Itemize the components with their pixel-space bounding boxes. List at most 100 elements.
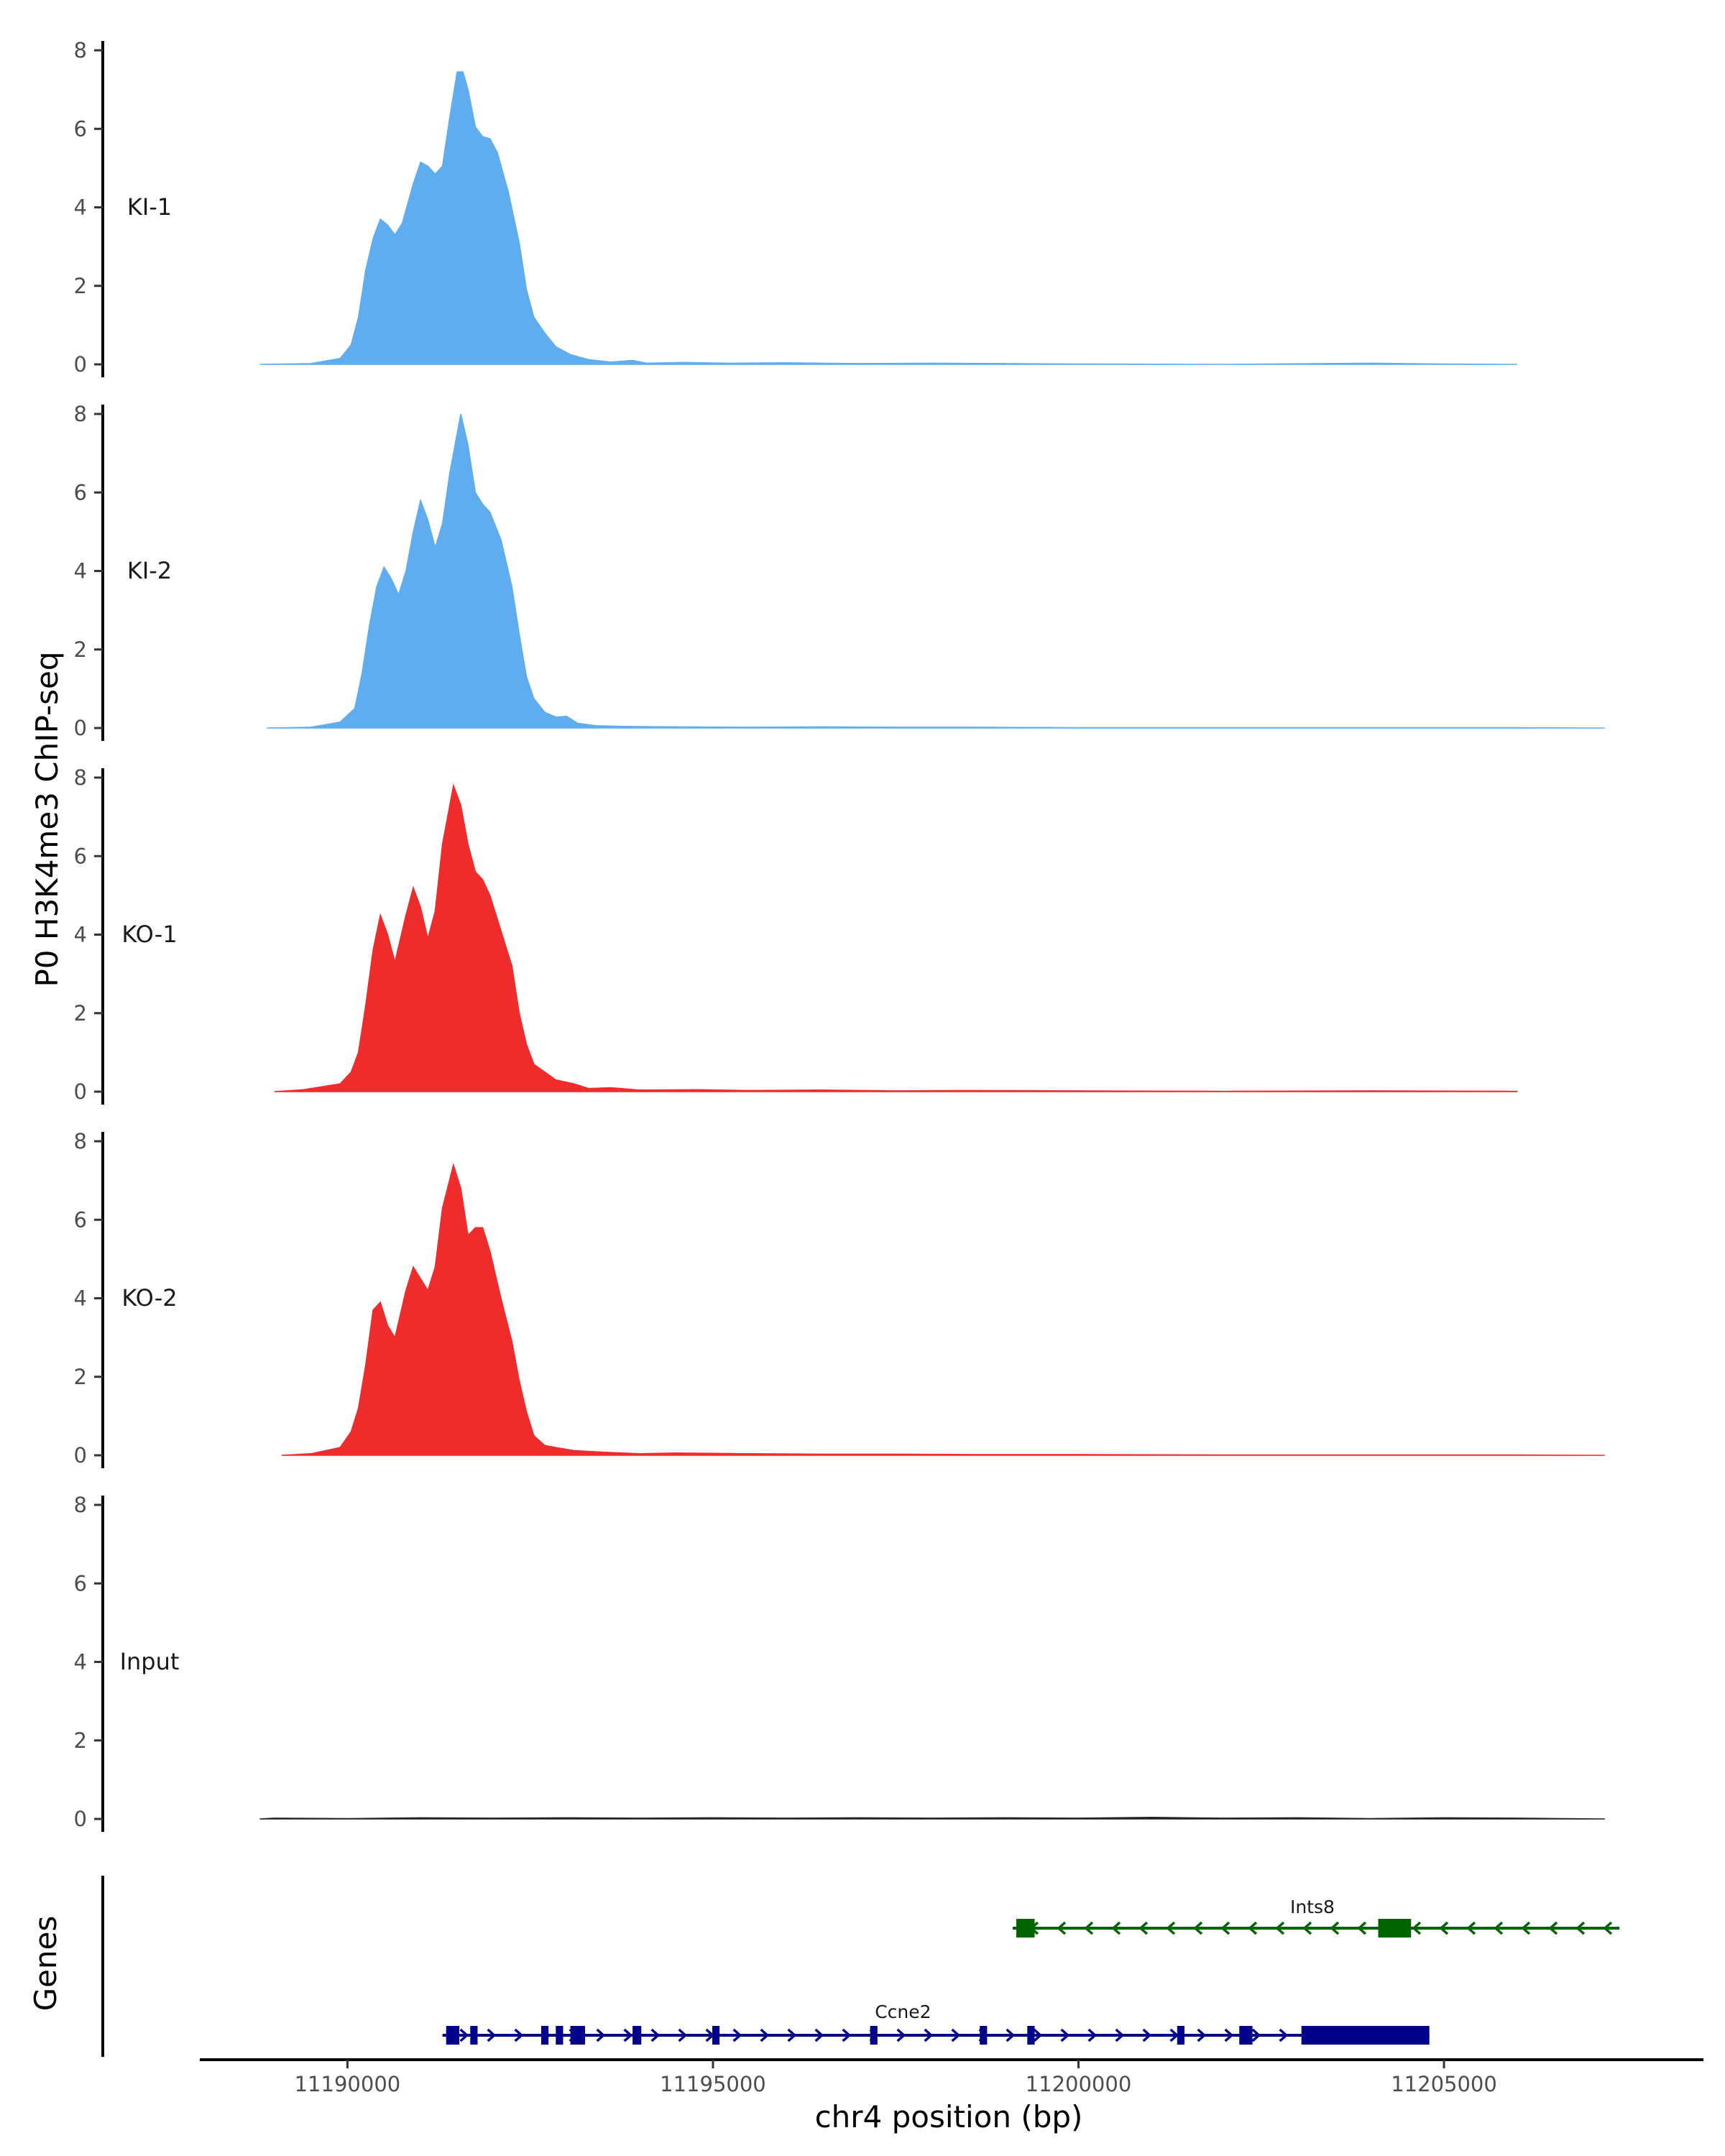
coverage-area-ki-1 <box>259 71 1517 365</box>
strand-arrow <box>814 2028 824 2042</box>
strand-arrow <box>842 2028 852 2042</box>
y-tick-label: 6 <box>74 1207 87 1232</box>
coverage-area-ko-2 <box>281 1163 1605 1456</box>
strand-arrow <box>650 2028 661 2042</box>
strand-arrow <box>1057 1921 1067 1935</box>
y-tick-label: 8 <box>74 765 87 790</box>
y-tick-label: 2 <box>74 1728 87 1753</box>
track-label: KO-1 <box>121 921 177 948</box>
y-tick-label: 2 <box>74 1365 87 1389</box>
strand-arrow <box>1111 1921 1121 1935</box>
strand-arrow <box>732 2028 742 2042</box>
strand-arrow <box>1084 1921 1094 1935</box>
exon-block <box>980 2026 988 2045</box>
track-panel-input: 0 2 4 6 8 Input <box>74 1493 1605 1832</box>
y-tick-label: 8 <box>74 38 87 63</box>
exon-block <box>1239 2026 1253 2045</box>
track-panel-ko-1: 0 2 4 6 8 KO-1 <box>74 765 1518 1105</box>
gene-label: Ints8 <box>1290 1897 1335 1917</box>
strand-arrow <box>951 2028 961 2042</box>
exon-block <box>712 2026 720 2045</box>
strand-arrow <box>487 2028 497 2042</box>
strand-arrow <box>760 2028 770 2042</box>
strand-arrow <box>596 2028 606 2042</box>
strand-arrow <box>896 2028 906 2042</box>
y-tick-label: 6 <box>74 1571 87 1595</box>
y-tick-label: 0 <box>74 1443 87 1468</box>
strand-arrow <box>924 2028 934 2042</box>
track-panel-ko-2: 0 2 4 6 8 KO-2 <box>74 1129 1605 1468</box>
y-tick-label: 4 <box>74 1286 87 1311</box>
x-tick-label: 11205000 <box>1391 2072 1497 2096</box>
strand-arrow <box>1603 1921 1613 1935</box>
exon-block <box>870 2026 878 2045</box>
strand-arrow <box>1302 1921 1312 1935</box>
strand-arrow <box>1576 1921 1586 1935</box>
strand-arrow <box>1138 1921 1149 1935</box>
track-label: KI-2 <box>127 557 172 584</box>
x-tick-label: 11195000 <box>660 2072 766 2096</box>
exon-block <box>632 2026 642 2045</box>
track-label: Input <box>120 1648 180 1675</box>
strand-arrow <box>1357 1921 1367 1935</box>
strand-arrow <box>1142 2028 1152 2042</box>
strand-arrow <box>1548 1921 1558 1935</box>
exon-block <box>570 2026 585 2045</box>
gene-track-title: Genes <box>28 1916 63 2012</box>
y-tick-label: 6 <box>74 116 87 141</box>
coverage-area-ki-2 <box>267 413 1605 729</box>
coverage-area-ko-1 <box>274 783 1518 1092</box>
strand-arrow <box>1439 1921 1449 1935</box>
y-tick-label: 8 <box>74 1493 87 1517</box>
y-tick-label: 6 <box>74 844 87 868</box>
strand-arrow <box>1115 2028 1125 2042</box>
y-tick-label: 2 <box>74 1001 87 1026</box>
coverage-tracks: 0 2 4 6 8 KI-1 0 2 4 6 8 KI-2 0 2 4 6 8 KO-1 0 2 4 6 8 KO-2 0 2 4 6… <box>74 38 1605 1832</box>
y-tick-label: 2 <box>74 274 87 298</box>
strand-arrow <box>1220 1921 1230 1935</box>
y-tick-label: 8 <box>74 402 87 426</box>
y-tick-label: 0 <box>74 716 87 740</box>
x-axis: 11190000 11195000 11200000 11205000 <box>200 2058 1703 2096</box>
strand-arrow <box>1330 1921 1340 1935</box>
strand-arrow <box>1521 1921 1531 1935</box>
y-tick-label: 4 <box>74 1650 87 1674</box>
track-label: KO-2 <box>121 1284 177 1312</box>
strand-arrow <box>1006 2028 1016 2042</box>
strand-arrow <box>1248 1921 1258 1935</box>
y-tick-label: 0 <box>74 1079 87 1104</box>
y-tick-label: 0 <box>74 1807 87 1831</box>
strand-arrow <box>1169 2028 1179 2042</box>
exon-block <box>1016 1919 1035 1938</box>
track-panel-ki-1: 0 2 4 6 8 KI-1 <box>74 38 1517 377</box>
track-label: KI-1 <box>127 193 172 221</box>
strand-arrow <box>1033 2028 1043 2042</box>
x-axis-title: chr4 position (bp) <box>815 2099 1083 2134</box>
strand-arrow <box>1275 1921 1285 1935</box>
strand-arrow <box>1197 2028 1207 2042</box>
x-tick-label: 11200000 <box>1026 2072 1132 2096</box>
exon-block <box>556 2026 564 2045</box>
coverage-area-input <box>259 1817 1605 1820</box>
strand-arrow <box>787 2028 797 2042</box>
gene-track: Ints8 Ccne2 <box>101 1876 1620 2057</box>
gene-ccne2: Ccne2 <box>442 2001 1430 2045</box>
strand-arrow <box>1466 1921 1476 1935</box>
exon-block <box>1177 2026 1184 2045</box>
strand-arrow <box>1087 2028 1098 2042</box>
strand-arrow <box>514 2028 524 2042</box>
strand-arrow <box>623 2028 633 2042</box>
strand-arrow <box>1412 1921 1422 1935</box>
strand-arrow <box>459 2028 469 2042</box>
exon-block <box>1027 2026 1035 2045</box>
y-tick-label: 2 <box>74 637 87 662</box>
exon-block <box>540 2026 549 2045</box>
y-tick-label: 4 <box>74 559 87 584</box>
strand-arrow <box>678 2028 688 2042</box>
exon-block <box>470 2026 478 2045</box>
y-axis-title: P0 H3K4me3 ChIP-seq <box>29 651 65 987</box>
strand-arrow <box>1279 2028 1289 2042</box>
gene-ints8: Ints8 <box>1012 1897 1620 1938</box>
